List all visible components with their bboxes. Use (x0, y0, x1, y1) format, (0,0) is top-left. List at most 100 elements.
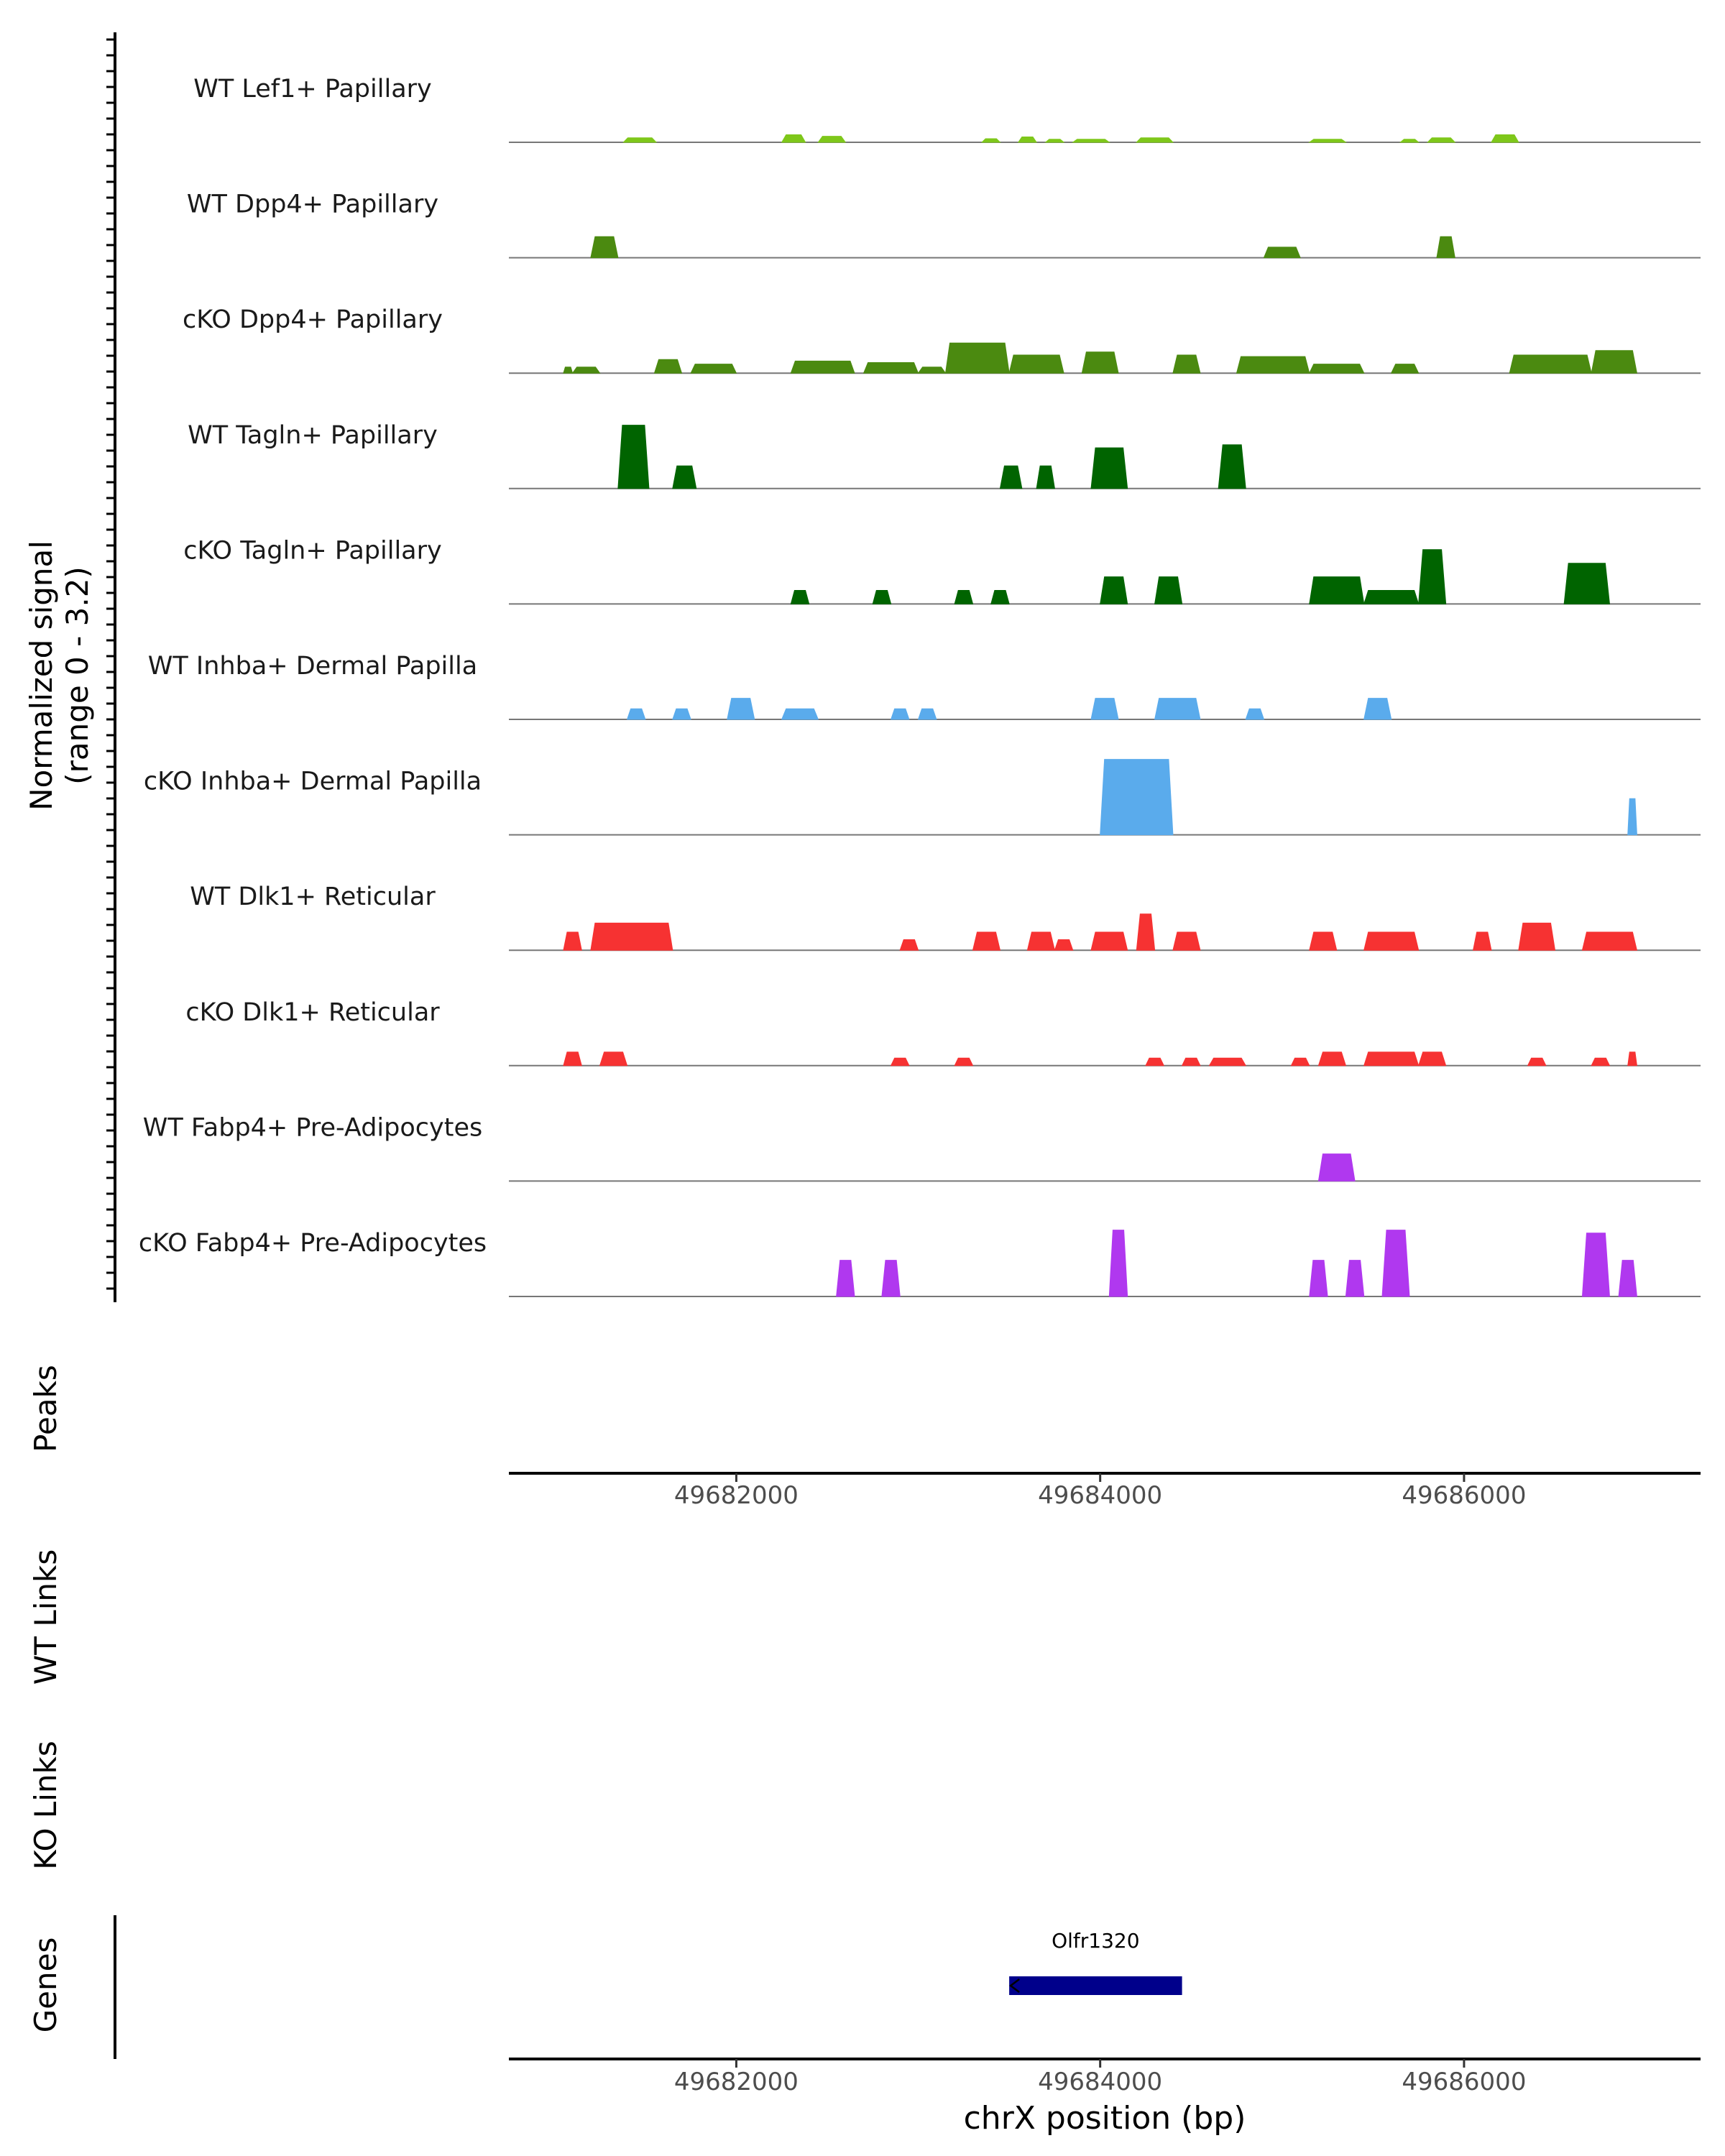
coverage-peak (1381, 1230, 1410, 1297)
coverage-peak (1100, 576, 1128, 604)
coverage-peak (563, 931, 582, 951)
wt-links-panel-label: WT Links (28, 1549, 63, 1685)
coverage-peak (890, 708, 910, 720)
coverage-peak (672, 708, 691, 720)
coverage-peak (1136, 137, 1174, 143)
coverage-peak (563, 1051, 582, 1067)
coverage-track: WT Tagln+ Papillary (188, 421, 1701, 489)
coverage-peak (653, 359, 683, 374)
coverage-peak (1527, 1057, 1547, 1067)
coverage-peak (1363, 1051, 1420, 1067)
track-label: WT Dpp4+ Papillary (187, 190, 438, 219)
genes-x-axis-ticks: 49682000 49684000 49686000 (674, 2059, 1526, 2096)
coverage-track: cKO Fabp4+ Pre-Adipocytes (139, 1229, 1701, 1297)
peaks-x-axis-ticks: 49682000 49684000 49686000 (674, 1473, 1526, 1510)
coverage-track: cKO Dpp4+ Papillary (183, 305, 1701, 374)
coverage-peak (980, 138, 1001, 143)
coverage-peak (727, 698, 755, 720)
coverage-peak (1363, 698, 1392, 720)
x-axis-title: chrX position (bp) (964, 2100, 1246, 2137)
coverage-peak (999, 465, 1023, 489)
coverage-peak (1236, 356, 1310, 374)
ko-links-panel-label: KO Links (28, 1741, 63, 1870)
coverage-peak (790, 590, 810, 604)
coverage-peak (1245, 708, 1265, 720)
coverage-track: cKO Inhba+ Dermal Papilla (144, 759, 1701, 836)
coverage-peak (1317, 1051, 1347, 1067)
track-label: cKO Fabp4+ Pre-Adipocytes (139, 1229, 487, 1258)
coverage-peak (1345, 1260, 1365, 1297)
coverage-peak (1309, 931, 1338, 951)
x-tick-label: 49682000 (674, 2068, 799, 2096)
coverage-peak (890, 1057, 910, 1067)
coverage-peak (1627, 1051, 1637, 1067)
gene-label: Olfr1320 (1052, 1929, 1139, 1953)
coverage-peak (1145, 1057, 1165, 1067)
coverage-peak (1036, 465, 1055, 489)
coverage-peak (836, 1260, 855, 1297)
x-tick-label: 49684000 (1038, 1481, 1162, 1510)
coverage-peak (1518, 922, 1556, 951)
coverage-peak (1054, 939, 1074, 951)
coverage-track: WT Dpp4+ Papillary (187, 190, 1701, 259)
coverage-peak (917, 367, 947, 374)
coverage-peak (571, 367, 601, 374)
coverage-peak (1218, 444, 1246, 489)
coverage-peak (1026, 931, 1056, 951)
coverage-peak (1390, 364, 1420, 374)
coverage-peak (954, 1057, 974, 1067)
gene-annotation: Olfr1320 (1009, 1929, 1182, 1995)
coverage-track: WT Fabp4+ Pre-Adipocytes (143, 1113, 1701, 1182)
coverage-peak (622, 137, 658, 143)
coverage-peak (1136, 913, 1156, 951)
coverage-peak (672, 465, 697, 489)
coverage-peak (972, 931, 1001, 951)
coverage-peak (690, 364, 737, 374)
coverage-track: cKO Dlk1+ Reticular (185, 998, 1701, 1067)
genes-panel-label: Genes (28, 1938, 63, 2033)
coverage-peak (1363, 590, 1420, 604)
coverage-tracks: WT Lef1+ Papillary WT Dpp4+ Papillary cKO … (139, 75, 1701, 1297)
coverage-peak (1591, 1057, 1611, 1067)
coverage-peak (790, 360, 855, 374)
coverage-peak (899, 939, 919, 951)
coverage-peak (617, 425, 650, 489)
coverage-peak (1172, 931, 1201, 951)
x-tick-label: 49686000 (1402, 1481, 1526, 1510)
coverage-peak (1100, 759, 1174, 836)
coverage-peak (1399, 139, 1420, 143)
coverage-peak (1472, 931, 1492, 951)
track-label: WT Lef1+ Papillary (193, 75, 432, 103)
signal-axis-title-line1: Normalized signal (24, 540, 59, 811)
track-label: WT Tagln+ Papillary (188, 421, 438, 450)
coverage-peak (1317, 1153, 1356, 1181)
coverage-track: WT Lef1+ Papillary (193, 75, 1701, 143)
coverage-track: WT Inhba+ Dermal Papilla (148, 652, 1701, 720)
coverage-peak (944, 342, 1010, 374)
coverage-peak (862, 362, 919, 374)
coverage-peak (1008, 354, 1064, 374)
coverage-peak (1591, 350, 1638, 374)
strand-arrow-icon (1009, 1978, 1020, 1993)
coverage-peak (1509, 354, 1592, 374)
coverage-peak (781, 134, 806, 143)
coverage-peak (626, 708, 646, 720)
coverage-peak (1172, 354, 1201, 374)
coverage-peak (1309, 576, 1365, 604)
signal-y-axis-ticks (106, 38, 115, 1290)
coverage-peak (1263, 247, 1301, 259)
coverage-peak (872, 590, 892, 604)
x-tick-label: 49686000 (1402, 2068, 1526, 2096)
track-label: WT Dlk1+ Reticular (190, 883, 436, 911)
coverage-peak (590, 236, 619, 259)
track-label: cKO Dlk1+ Reticular (185, 998, 440, 1027)
coverage-peak (1090, 447, 1128, 489)
x-tick-label: 49682000 (674, 1481, 799, 1510)
coverage-peak (1308, 139, 1347, 143)
x-tick-label: 49684000 (1038, 2068, 1162, 2096)
coverage-peak (590, 922, 673, 951)
coverage-peak (1491, 134, 1519, 143)
coverage-peak (1627, 798, 1637, 836)
coverage-peak (599, 1051, 628, 1067)
